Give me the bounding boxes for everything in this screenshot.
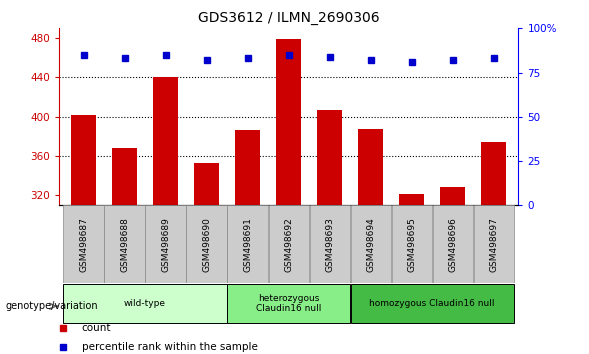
Text: homozygous Claudin16 null: homozygous Claudin16 null <box>369 299 495 308</box>
Text: GDS3612 / ILMN_2690306: GDS3612 / ILMN_2690306 <box>198 11 379 25</box>
Text: percentile rank within the sample: percentile rank within the sample <box>82 342 258 352</box>
Bar <box>358 129 383 205</box>
Text: heterozygous
Claudin16 null: heterozygous Claudin16 null <box>256 294 321 313</box>
Text: count: count <box>82 323 111 333</box>
FancyBboxPatch shape <box>187 205 227 283</box>
FancyBboxPatch shape <box>392 205 432 283</box>
Text: GSM498689: GSM498689 <box>161 217 170 272</box>
Text: genotype/variation: genotype/variation <box>6 301 98 311</box>
FancyBboxPatch shape <box>310 205 350 283</box>
Text: GSM498690: GSM498690 <box>202 217 211 272</box>
Text: wild-type: wild-type <box>124 299 166 308</box>
Text: GSM498695: GSM498695 <box>407 217 416 272</box>
FancyBboxPatch shape <box>64 205 104 283</box>
Bar <box>194 163 219 205</box>
FancyBboxPatch shape <box>64 284 227 323</box>
Bar <box>399 194 424 205</box>
FancyBboxPatch shape <box>350 205 391 283</box>
FancyBboxPatch shape <box>104 205 145 283</box>
FancyBboxPatch shape <box>432 205 473 283</box>
Text: GSM498697: GSM498697 <box>489 217 498 272</box>
Text: GSM498692: GSM498692 <box>284 217 293 272</box>
Bar <box>71 115 96 205</box>
FancyBboxPatch shape <box>269 205 309 283</box>
Text: GSM498688: GSM498688 <box>120 217 129 272</box>
Bar <box>317 110 342 205</box>
Bar <box>481 142 506 205</box>
FancyBboxPatch shape <box>474 205 514 283</box>
FancyBboxPatch shape <box>145 205 186 283</box>
Bar <box>153 76 178 205</box>
Text: GSM498687: GSM498687 <box>79 217 88 272</box>
Text: GSM498691: GSM498691 <box>243 217 252 272</box>
Bar <box>276 39 301 205</box>
Bar <box>441 187 465 205</box>
Text: GSM498696: GSM498696 <box>448 217 457 272</box>
FancyBboxPatch shape <box>227 205 267 283</box>
Bar <box>235 130 260 205</box>
FancyBboxPatch shape <box>350 284 514 323</box>
Bar <box>112 148 137 205</box>
Text: GSM498693: GSM498693 <box>325 217 334 272</box>
FancyBboxPatch shape <box>227 284 350 323</box>
Text: GSM498694: GSM498694 <box>366 217 375 272</box>
